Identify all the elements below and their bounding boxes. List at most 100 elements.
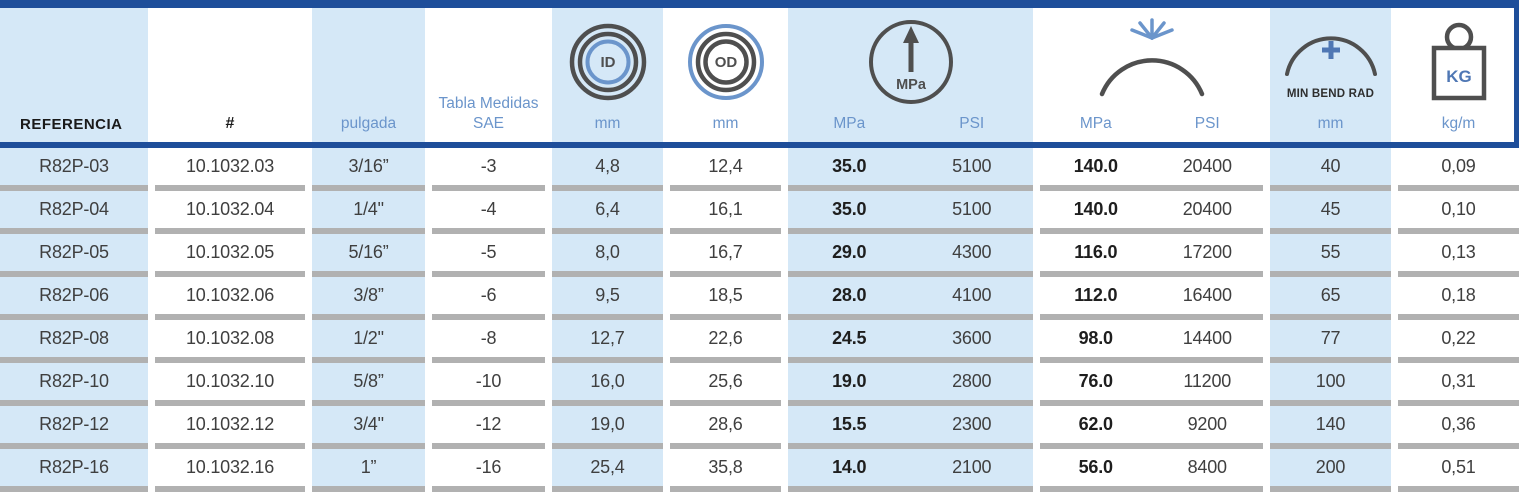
cell-outer-diameter: 28,6 — [670, 406, 781, 443]
row-separator — [432, 486, 545, 492]
cell-part-number-value: 10.1032.10 — [185, 371, 275, 391]
cell-referencia: R82P-10 — [0, 363, 148, 400]
cell-pulgada: 3/16” — [312, 148, 425, 185]
pressure-icon-label: MPa — [896, 77, 927, 93]
cell-pulgada-value: 1” — [360, 457, 377, 477]
cell-sae-dash-value: -12 — [475, 414, 502, 434]
cell-working-pressure-wp_mpa-value: 35.0 — [832, 199, 867, 219]
cell-pulgada-value: 3/4" — [353, 414, 384, 434]
cell-part-number-value: 10.1032.05 — [185, 242, 275, 262]
kg-unit-label: kg/m — [1441, 115, 1476, 132]
cell-part-number-value: 10.1032.04 — [185, 199, 275, 219]
cell-referencia-value: R82P-05 — [39, 242, 109, 262]
cell-working-pressure-wp_psi-value: 5100 — [952, 156, 992, 176]
cell-part-number-value: 10.1032.03 — [185, 156, 275, 176]
row-separator — [670, 443, 781, 449]
sae-label: Tabla Medidas SAE — [438, 95, 539, 132]
row-separator — [1040, 271, 1263, 277]
cell-burst-pressure-bp_mpa-value: 56.0 — [1078, 457, 1113, 477]
header-inner-diameter: ID mm — [552, 8, 663, 142]
row-separator — [788, 314, 1033, 320]
cell-burst-pressure: 56.0 8400 — [1040, 449, 1263, 486]
header-number: # — [155, 8, 305, 142]
cell-sae-dash-value: -16 — [475, 457, 502, 477]
row-separator — [670, 314, 781, 320]
header-sae: Tabla Medidas SAE — [432, 8, 545, 142]
row-separator — [552, 314, 663, 320]
cell-referencia: R82P-05 — [0, 234, 148, 271]
cell-weight-value: 0,51 — [1441, 457, 1476, 477]
row-separator — [670, 486, 781, 492]
cell-inner-diameter: 25,4 — [552, 449, 663, 486]
cell-weight: 0,36 — [1398, 406, 1519, 443]
row-separator — [670, 271, 781, 277]
row-separator — [432, 271, 545, 277]
cell-sae-dash-value: -3 — [480, 156, 497, 176]
cell-working-pressure-wp_mpa-value: 29.0 — [832, 242, 867, 262]
cell-sae-dash: -8 — [432, 320, 545, 357]
cell-min-bend-radius: 65 — [1270, 277, 1391, 314]
id-unit-label: mm — [594, 115, 621, 132]
row-separator — [432, 185, 545, 191]
row-separator — [788, 486, 1033, 492]
row-separator — [0, 443, 148, 449]
cell-sae-dash: -10 — [432, 363, 545, 400]
cell-min-bend-radius: 45 — [1270, 191, 1391, 228]
row-separator — [1040, 486, 1263, 492]
cell-referencia-value: R82P-16 — [39, 457, 109, 477]
row-separator — [552, 185, 663, 191]
cell-outer-diameter: 18,5 — [670, 277, 781, 314]
row-separator — [312, 357, 425, 363]
cell-referencia-value: R82P-03 — [39, 156, 109, 176]
cell-weight: 0,13 — [1398, 234, 1519, 271]
header-burst-pressure: MPa PSI — [1040, 8, 1263, 142]
cell-referencia: R82P-16 — [0, 449, 148, 486]
cell-min-bend-radius: 55 — [1270, 234, 1391, 271]
bp-mpa-unit: MPa — [1079, 115, 1112, 132]
cell-burst-pressure: 140.0 20400 — [1040, 191, 1263, 228]
id-icon-label: ID — [600, 54, 615, 71]
cell-min-bend-radius: 200 — [1270, 449, 1391, 486]
top-border — [0, 0, 1519, 8]
cell-outer-diameter-value: 25,6 — [708, 371, 743, 391]
cell-pulgada: 5/16” — [312, 234, 425, 271]
row-separator — [552, 400, 663, 406]
cell-referencia-value: R82P-06 — [39, 285, 109, 305]
row-separator — [1398, 271, 1519, 277]
cell-sae-dash-value: -5 — [480, 242, 497, 262]
cell-burst-pressure: 116.0 17200 — [1040, 234, 1263, 271]
cell-part-number: 10.1032.10 — [155, 363, 305, 400]
header-weight: KG kg/m — [1398, 8, 1519, 142]
row-separator — [788, 228, 1033, 234]
row-separator — [155, 486, 305, 492]
cell-burst-pressure-bp_psi-value: 20400 — [1182, 199, 1232, 219]
header-referencia: REFERENCIA — [0, 8, 148, 142]
cell-inner-diameter: 16,0 — [552, 363, 663, 400]
cell-burst-pressure-bp_psi-value: 17200 — [1182, 242, 1232, 262]
row-separator — [432, 357, 545, 363]
cell-burst-pressure-bp_psi-value: 20400 — [1182, 156, 1232, 176]
kg-icon-label: KG — [1446, 67, 1472, 86]
cell-outer-diameter-value: 12,4 — [708, 156, 743, 176]
row-separator — [670, 185, 781, 191]
cell-sae-dash-value: -6 — [480, 285, 497, 305]
row-separator — [670, 228, 781, 234]
cell-working-pressure-wp_psi-value: 2800 — [952, 371, 992, 391]
cell-outer-diameter-value: 18,5 — [708, 285, 743, 305]
cell-outer-diameter-value: 16,7 — [708, 242, 743, 262]
cell-inner-diameter-value: 25,4 — [590, 457, 625, 477]
cell-working-pressure-wp_psi-value: 5100 — [952, 199, 992, 219]
cell-outer-diameter-value: 16,1 — [708, 199, 743, 219]
cell-inner-diameter-value: 12,7 — [590, 328, 625, 348]
row-separator — [312, 400, 425, 406]
cell-pulgada: 1” — [312, 449, 425, 486]
cell-part-number: 10.1032.03 — [155, 148, 305, 185]
row-separator — [312, 314, 425, 320]
burst-pressure-units: MPa PSI — [1040, 115, 1263, 133]
cell-pulgada-value: 5/16” — [348, 242, 389, 262]
id-rings-icon: ID — [552, 8, 663, 115]
cell-burst-pressure-bp_mpa-value: 76.0 — [1078, 371, 1113, 391]
cell-min-bend-radius-value: 77 — [1320, 328, 1341, 348]
cell-pulgada: 3/8” — [312, 277, 425, 314]
cell-burst-pressure: 62.0 9200 — [1040, 406, 1263, 443]
